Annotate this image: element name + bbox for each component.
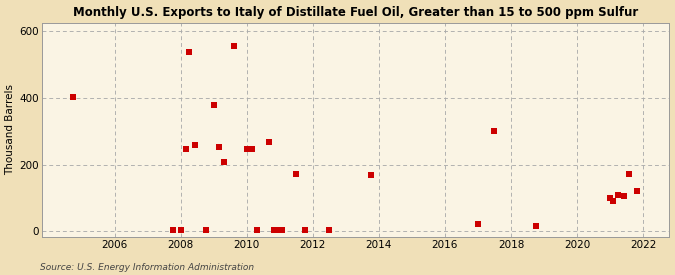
Point xyxy=(176,227,186,232)
Point xyxy=(489,129,500,133)
Point xyxy=(246,146,257,151)
Y-axis label: Thousand Barrels: Thousand Barrels xyxy=(5,84,16,175)
Point xyxy=(605,196,616,200)
Point xyxy=(242,146,252,151)
Point xyxy=(213,145,224,149)
Point xyxy=(275,227,286,232)
Point xyxy=(263,140,274,144)
Point xyxy=(632,188,643,193)
Point xyxy=(180,146,191,151)
Point xyxy=(218,160,229,164)
Point xyxy=(228,44,239,48)
Point xyxy=(608,199,619,203)
Title: Monthly U.S. Exports to Italy of Distillate Fuel Oil, Greater than 15 to 500 ppm: Monthly U.S. Exports to Italy of Distill… xyxy=(73,6,639,18)
Point xyxy=(365,173,376,177)
Point xyxy=(531,224,541,229)
Point xyxy=(324,228,335,232)
Point xyxy=(184,50,194,54)
Point xyxy=(209,103,219,107)
Point xyxy=(269,227,279,232)
Point xyxy=(189,143,200,147)
Point xyxy=(613,192,624,197)
Point xyxy=(251,228,262,232)
Text: Source: U.S. Energy Information Administration: Source: U.S. Energy Information Administ… xyxy=(40,263,254,272)
Point xyxy=(291,172,302,176)
Point xyxy=(618,194,629,199)
Point xyxy=(277,227,288,232)
Point xyxy=(472,222,483,226)
Point xyxy=(299,228,310,232)
Point xyxy=(167,228,178,232)
Point xyxy=(624,172,634,176)
Point xyxy=(200,228,211,232)
Point xyxy=(68,95,79,99)
